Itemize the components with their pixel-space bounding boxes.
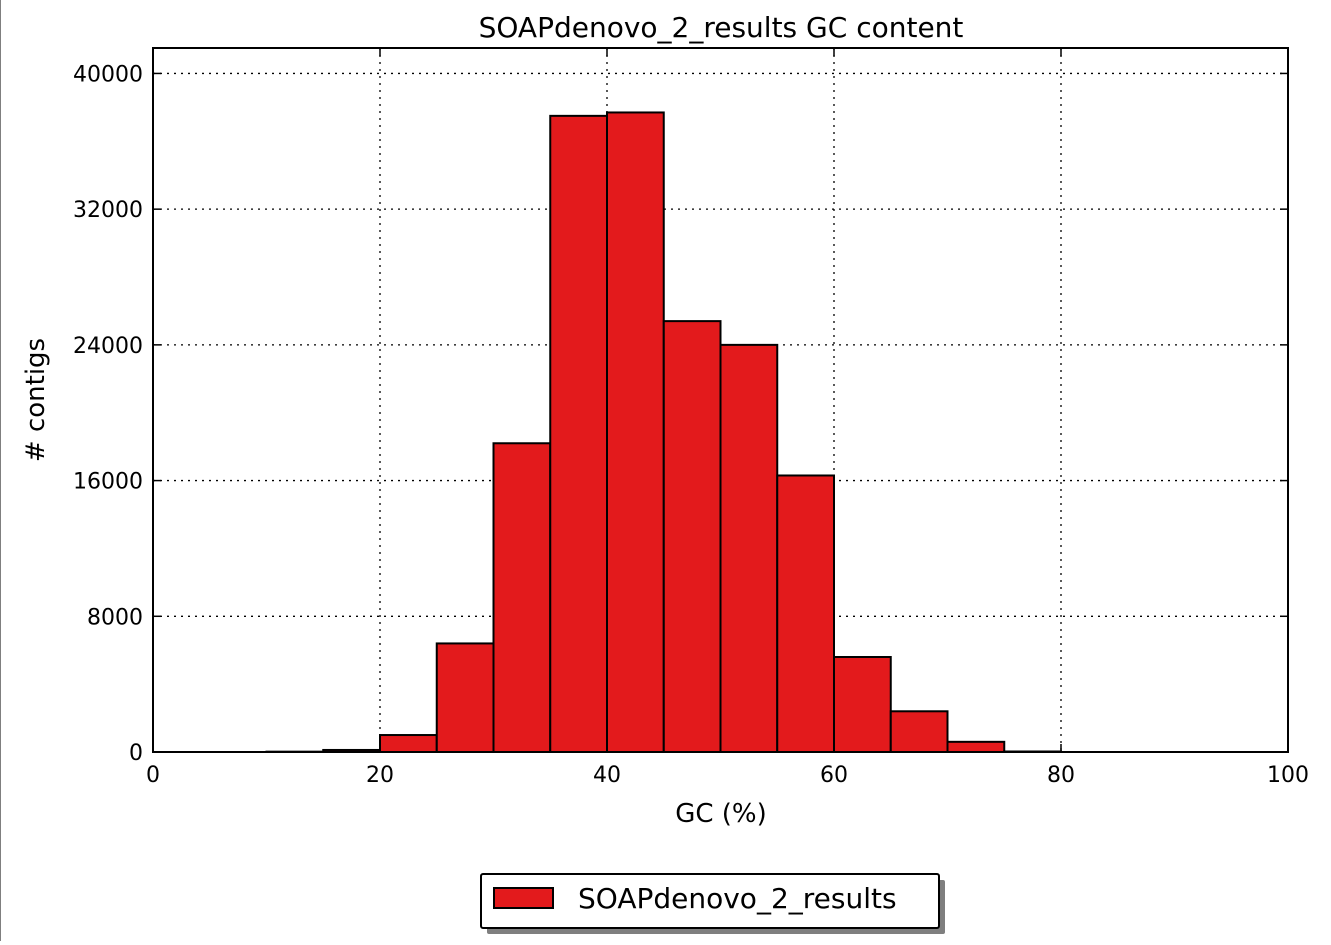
y-axis-label: # contigs — [21, 338, 51, 462]
histogram-bar — [607, 112, 664, 752]
x-axis-label: GC (%) — [675, 799, 767, 829]
histogram-bar — [891, 711, 948, 752]
legend: SOAPdenovo_2_results — [481, 874, 945, 934]
y-tick-label: 32000 — [73, 198, 143, 223]
x-tick-label: 80 — [1047, 763, 1075, 788]
legend-swatch — [494, 888, 553, 908]
histogram-bar — [948, 742, 1005, 752]
y-tick-label: 24000 — [73, 334, 143, 359]
histogram-bar — [380, 735, 437, 752]
legend-label: SOAPdenovo_2_results — [578, 882, 897, 915]
y-tick-label: 16000 — [73, 470, 143, 495]
x-tick-label: 60 — [820, 763, 848, 788]
histogram-bar — [834, 657, 891, 752]
histogram-bar — [550, 116, 607, 752]
bars-layer — [267, 112, 1062, 752]
x-tick-label: 0 — [146, 763, 160, 788]
histogram-bar — [777, 475, 834, 752]
histogram-bar — [437, 643, 494, 752]
y-tick-label: 40000 — [73, 62, 143, 87]
histogram-bar — [721, 345, 778, 752]
chart-title: SOAPdenovo_2_results GC content — [479, 11, 964, 44]
x-tick-label: 100 — [1267, 763, 1309, 788]
y-tick-label: 8000 — [87, 605, 143, 630]
x-tick-label: 40 — [593, 763, 621, 788]
histogram-bar — [494, 443, 551, 752]
x-tick-label: 20 — [366, 763, 394, 788]
histogram-bar — [664, 321, 721, 752]
y-tick-label: 0 — [129, 741, 143, 766]
